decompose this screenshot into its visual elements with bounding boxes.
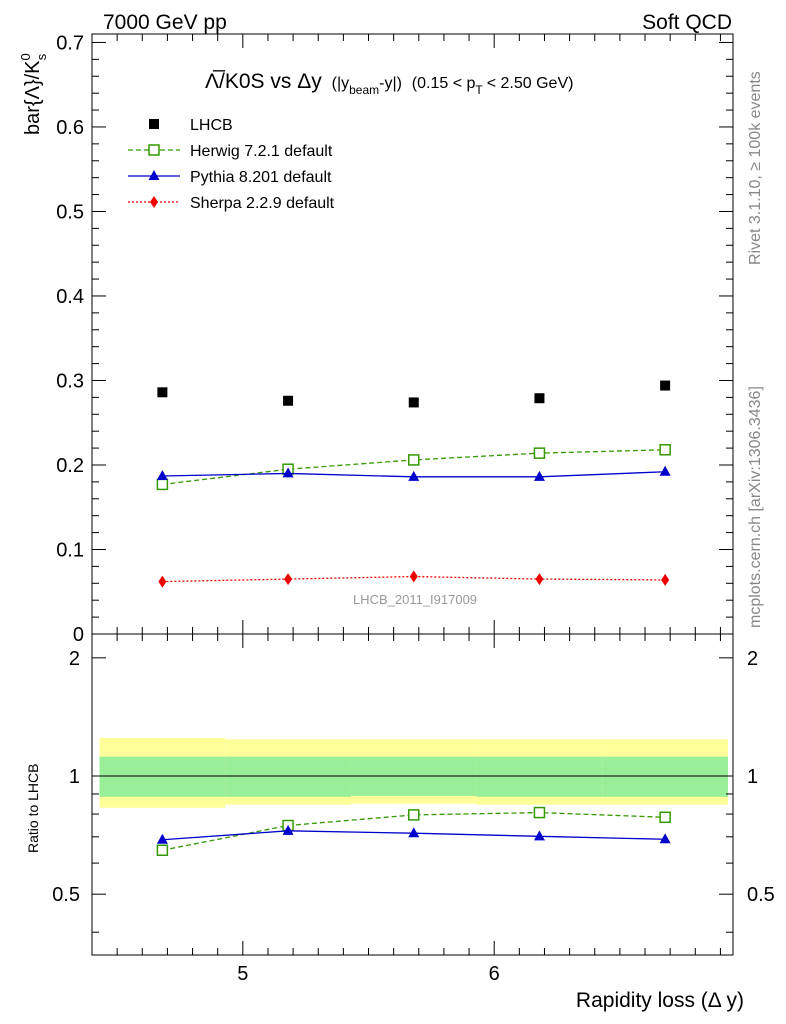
series-point — [158, 575, 167, 588]
y-tick-label: 0.7 — [56, 32, 84, 54]
ratio-frame — [91, 633, 734, 956]
y-tick-label: 0.6 — [56, 117, 84, 139]
y-axis-label: bar{Λ}/K0s — [18, 53, 49, 135]
y-tick-label: 0.5 — [56, 201, 84, 223]
ratio-point — [156, 844, 169, 856]
legend-entry: LHCB — [149, 117, 233, 134]
header-left: 7000 GeV pp — [103, 11, 227, 34]
main-plot — [156, 380, 671, 588]
series-point — [533, 470, 545, 481]
stat-uncertainty-band — [476, 756, 603, 797]
main-plot-area — [156, 380, 671, 588]
legend-label: Pythia 8.201 default — [190, 169, 332, 186]
ratio-tick-label-right: 1 — [747, 766, 758, 788]
series-point — [282, 467, 294, 478]
data-point — [157, 387, 168, 398]
mcplots-reference: mcplots.cern.ch [arXiv:1306.3436] — [747, 386, 764, 628]
header-right: Soft QCD — [642, 11, 732, 34]
series-point — [409, 570, 418, 583]
chart-title-main: Λ̅/K0S vs Δy — [205, 70, 322, 93]
ratio-point — [282, 824, 294, 835]
ratio-y-axis-label: Ratio to LHCB — [25, 764, 41, 853]
x-tick-label: 5 — [237, 963, 248, 985]
y-tick-label: 0 — [73, 624, 84, 646]
ratio-plot — [156, 806, 671, 856]
series-point — [533, 447, 546, 459]
ratio-point — [533, 806, 546, 819]
ratio-point — [533, 830, 545, 841]
series-point — [156, 478, 169, 491]
legend-label: Sherpa 2.2.9 default — [190, 195, 335, 212]
frames — [91, 33, 734, 956]
series-point — [535, 573, 544, 586]
ratio-point — [408, 809, 420, 821]
series-point — [659, 465, 671, 476]
legend-entry: Herwig 7.2.1 default — [128, 143, 333, 160]
y-tick-label: 0.4 — [56, 286, 84, 308]
ratio-point — [659, 811, 671, 824]
data-point — [534, 393, 545, 404]
svg-text:Ratio to LHCB: Ratio to LHCB — [25, 764, 41, 853]
x-axis-label: Rapidity loss (Δ y) — [576, 989, 744, 1012]
svg-text:Rivet 3.1.10, ≥ 100k events: Rivet 3.1.10, ≥ 100k events — [747, 71, 764, 265]
stat-uncertainty-band — [225, 756, 351, 797]
data-point — [660, 380, 671, 391]
series-point — [408, 454, 420, 466]
y-tick-label: 0.3 — [56, 370, 84, 392]
uncertainty-bands — [92, 737, 733, 808]
legend: LHCB Herwig 7.2.1 default Pythia 8.201 def… — [128, 117, 335, 212]
ratio-point — [408, 827, 420, 838]
ratio-tick-label: 0.5 — [52, 884, 80, 906]
svg-text:mcplots.cern.ch [arXiv:1306.34: mcplots.cern.ch [arXiv:1306.3436] — [747, 386, 764, 628]
main-frame — [91, 33, 734, 635]
chart-title: Λ̅/K0S vs Δy (|ybeam-y|) (0.15 < pT < 2.5… — [205, 70, 573, 97]
stat-uncertainty-band — [99, 756, 226, 797]
series-point — [661, 573, 670, 586]
watermark: LHCB_2011_I917009 — [353, 592, 477, 607]
axes: 0 0.1 0.2 0.3 0.4 0.5 0.6 0.7 5 6 0.5 0.5 1 1 2 2 — [52, 32, 775, 985]
stat-uncertainty-band — [602, 756, 728, 797]
data-point — [283, 395, 294, 406]
legend-entry: Sherpa 2.2.9 default — [128, 195, 335, 212]
ratio-tick-label: 1 — [69, 766, 80, 788]
ratio-point — [659, 833, 671, 844]
legend-marker — [148, 170, 160, 180]
rivet-version: Rivet 3.1.10, ≥ 100k events — [747, 71, 764, 265]
svg-text:bar{Λ}/K0s: bar{Λ}/K0s — [18, 53, 49, 135]
titles: 7000 GeV pp Soft QCD Λ̅/K0S vs Δy (|ybea… — [18, 11, 764, 1012]
legend-marker — [150, 196, 158, 208]
ratio-tick-label-right: 0.5 — [747, 884, 775, 906]
legend-marker — [149, 119, 159, 129]
data-point — [408, 397, 419, 408]
legend-marker — [148, 144, 160, 156]
ratio-plot-area — [156, 806, 671, 856]
series-point — [156, 469, 168, 480]
series-point — [284, 573, 293, 586]
x-tick-label: 6 — [489, 963, 500, 985]
ratio-tick-label: 2 — [69, 648, 80, 670]
series-point — [408, 470, 420, 481]
ratio-tick-label-right: 2 — [747, 648, 758, 670]
series-point — [659, 444, 671, 456]
legend-label: LHCB — [190, 117, 233, 134]
legend-label: Herwig 7.2.1 default — [190, 143, 333, 160]
legend-entry: Pythia 8.201 default — [128, 169, 332, 186]
y-tick-label: 0.1 — [56, 539, 84, 561]
ratio-point — [156, 833, 168, 844]
y-tick-label: 0.2 — [56, 455, 84, 477]
